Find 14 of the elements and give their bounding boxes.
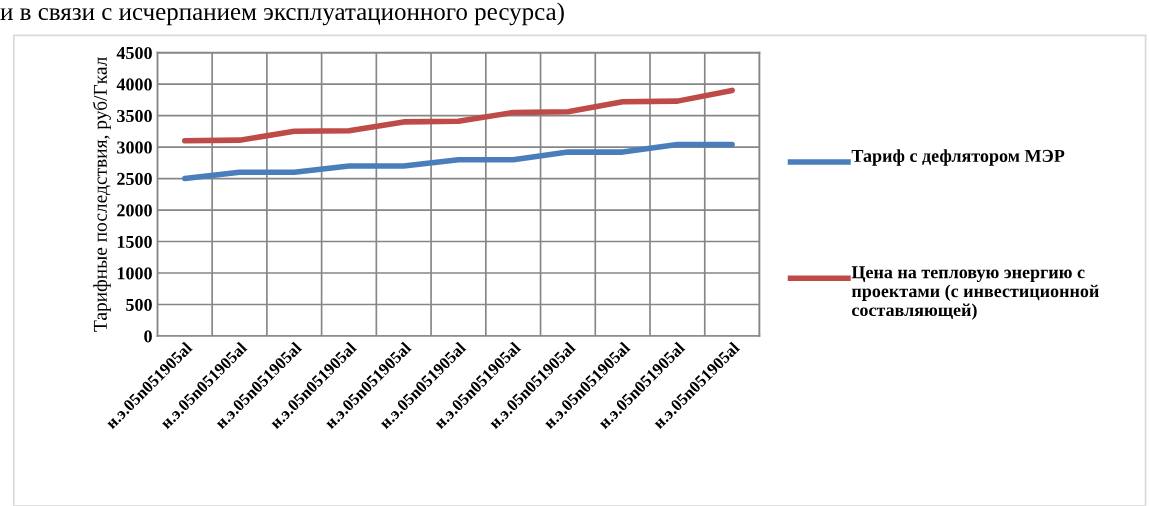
y-tick-label: 3500 <box>117 109 152 123</box>
y-tick-label: 500 <box>126 298 152 311</box>
text: и в связи с исчерпанием эксплуатационного ресурса) <box>0 2 564 26</box>
legend-label: Тариф с дефлятором МЭР <box>851 149 1065 166</box>
y-tick-label: 4500 <box>116 46 152 60</box>
y-tick-label: 2500 <box>117 172 152 185</box>
y-tick-label: 2000 <box>117 204 152 217</box>
y-tick-label: 3000 <box>117 141 152 154</box>
y-axis-title: Тарифные последствия, руб/Гкал <box>92 57 111 332</box>
legend-label: Цена на тепловую энергию с проектами (с инвестиционной составляющей) <box>851 266 1099 320</box>
y-tick-label: 1000 <box>117 267 152 280</box>
y-tick-label: 1500 <box>117 235 152 248</box>
y-tick-label: 0 <box>144 330 152 343</box>
y-tick-label: 4000 <box>116 78 152 91</box>
